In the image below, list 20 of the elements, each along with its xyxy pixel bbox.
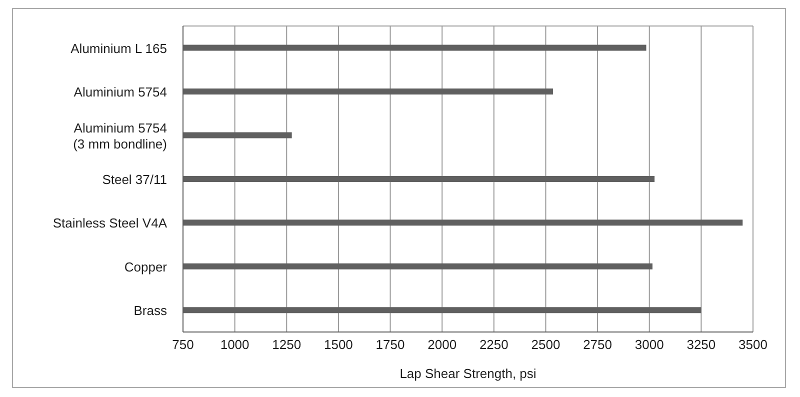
y-tick-label: Brass — [134, 302, 168, 318]
x-tick-label: 3500 — [738, 337, 768, 352]
x-tick-label: 1500 — [324, 337, 353, 352]
y-tick-label: Aluminium L 165 — [70, 40, 167, 56]
x-tick-label: 2750 — [583, 337, 612, 352]
x-tick-label: 3250 — [686, 337, 716, 352]
y-tick-label: Aluminium 5754 (3 mm bondline) — [73, 120, 167, 151]
x-tick-label: 2500 — [531, 337, 560, 352]
y-tick-label: Stainless Steel V4A — [52, 215, 168, 230]
y-tick-label: Steel 37/11 — [102, 172, 167, 186]
x-tick-label: 1250 — [272, 337, 302, 352]
x-axis-title: Lap Shear Strength, psi — [400, 366, 536, 381]
x-tick-label: 1750 — [376, 337, 405, 352]
x-tick-label: 2250 — [479, 337, 508, 352]
x-tick-label: 1000 — [220, 337, 250, 352]
y-tick-label: Copper — [124, 258, 168, 274]
x-tick-label: 750 — [172, 337, 194, 352]
y-tick-label: Aluminium 5754 — [74, 84, 167, 100]
x-tick-label: 2000 — [428, 337, 457, 352]
x-tick-label: 3000 — [634, 337, 664, 352]
